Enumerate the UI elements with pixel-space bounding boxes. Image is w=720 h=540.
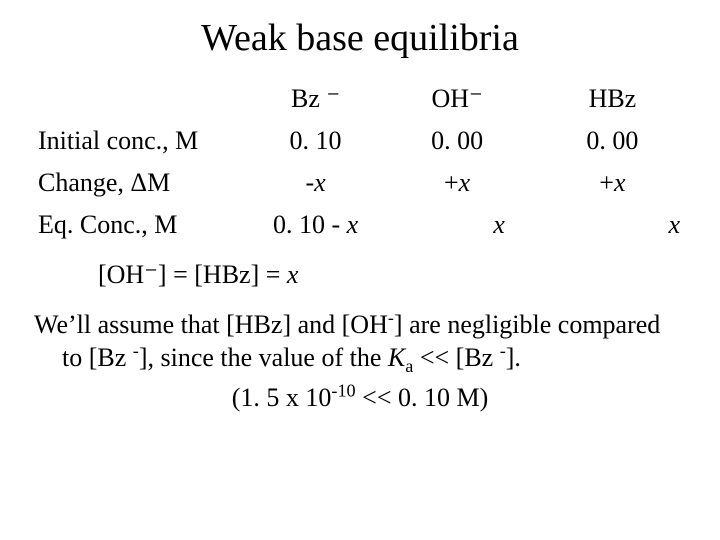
initial-hbz: 0. 00 <box>535 120 690 162</box>
change-oh: +x <box>379 162 534 204</box>
ice-change-row: Change, ΔM -x +x +x <box>36 162 690 204</box>
oh-hbz-equality: [OH⁻] = [HBz] = x <box>98 260 690 290</box>
eq-hbz: x <box>535 204 690 246</box>
eq-oh: x <box>379 204 534 246</box>
header-hbz: HBz <box>535 78 690 120</box>
change-hbz-var: x <box>614 168 626 197</box>
slide-title: Weak base equilibria <box>30 16 690 60</box>
header-oh: OH⁻ <box>379 78 534 120</box>
ice-initial-row: Initial conc., M 0. 10 0. 00 0. 00 <box>36 120 690 162</box>
change-hbz-sign: + <box>599 168 614 197</box>
eq-label: Eq. Conc., M <box>36 204 252 246</box>
eq-bz-var: x <box>347 210 359 239</box>
numeric-compare: (1. 5 x 10-10 << 0. 10 M) <box>30 383 690 413</box>
change-oh-var: x <box>459 168 471 197</box>
change-bz-sign: - <box>305 168 314 197</box>
last-exp: -10 <box>331 380 355 400</box>
eqline-var: x <box>287 260 299 289</box>
p1a: We’ll assume that [HBz] and [OH <box>34 310 388 339</box>
change-hbz: +x <box>535 162 690 204</box>
change-label: Change, ΔM <box>36 162 252 204</box>
header-bz: Bz ⁻ <box>252 78 380 120</box>
change-bz-var: x <box>314 168 326 197</box>
blank-cell <box>36 78 252 120</box>
ice-eq-row: Eq. Conc., M 0. 10 - x x x <box>36 204 690 246</box>
ice-table: Bz ⁻ OH⁻ HBz Initial conc., M 0. 10 0. 0… <box>36 78 690 246</box>
assumption-paragraph: We’ll assume that [HBz] and [OH-] are ne… <box>34 308 686 375</box>
eq-bz: 0. 10 - x <box>252 204 380 246</box>
last-post: << 0. 10 M) <box>356 383 489 412</box>
ice-header-row: Bz ⁻ OH⁻ HBz <box>36 78 690 120</box>
initial-bz: 0. 10 <box>252 120 380 162</box>
last-pre: (1. 5 x 10 <box>232 383 332 412</box>
initial-label: Initial conc., M <box>36 120 252 162</box>
p1c: ], since the value of the <box>139 343 388 372</box>
eq-bz-num: 0. 10 - <box>273 210 347 239</box>
eqline-pre: [OH⁻] = [HBz] = <box>98 260 287 289</box>
p1d: << [Bz <box>413 343 499 372</box>
change-bz: -x <box>252 162 380 204</box>
p1e: ]. <box>506 343 521 372</box>
eq-hbz-var: x <box>668 210 680 239</box>
slide-root: Weak base equilibria Bz ⁻ OH⁻ HBz Initia… <box>0 0 720 540</box>
eq-oh-var: x <box>493 210 505 239</box>
change-oh-sign: + <box>444 168 459 197</box>
p1-Ka: K <box>388 343 405 372</box>
initial-oh: 0. 00 <box>379 120 534 162</box>
